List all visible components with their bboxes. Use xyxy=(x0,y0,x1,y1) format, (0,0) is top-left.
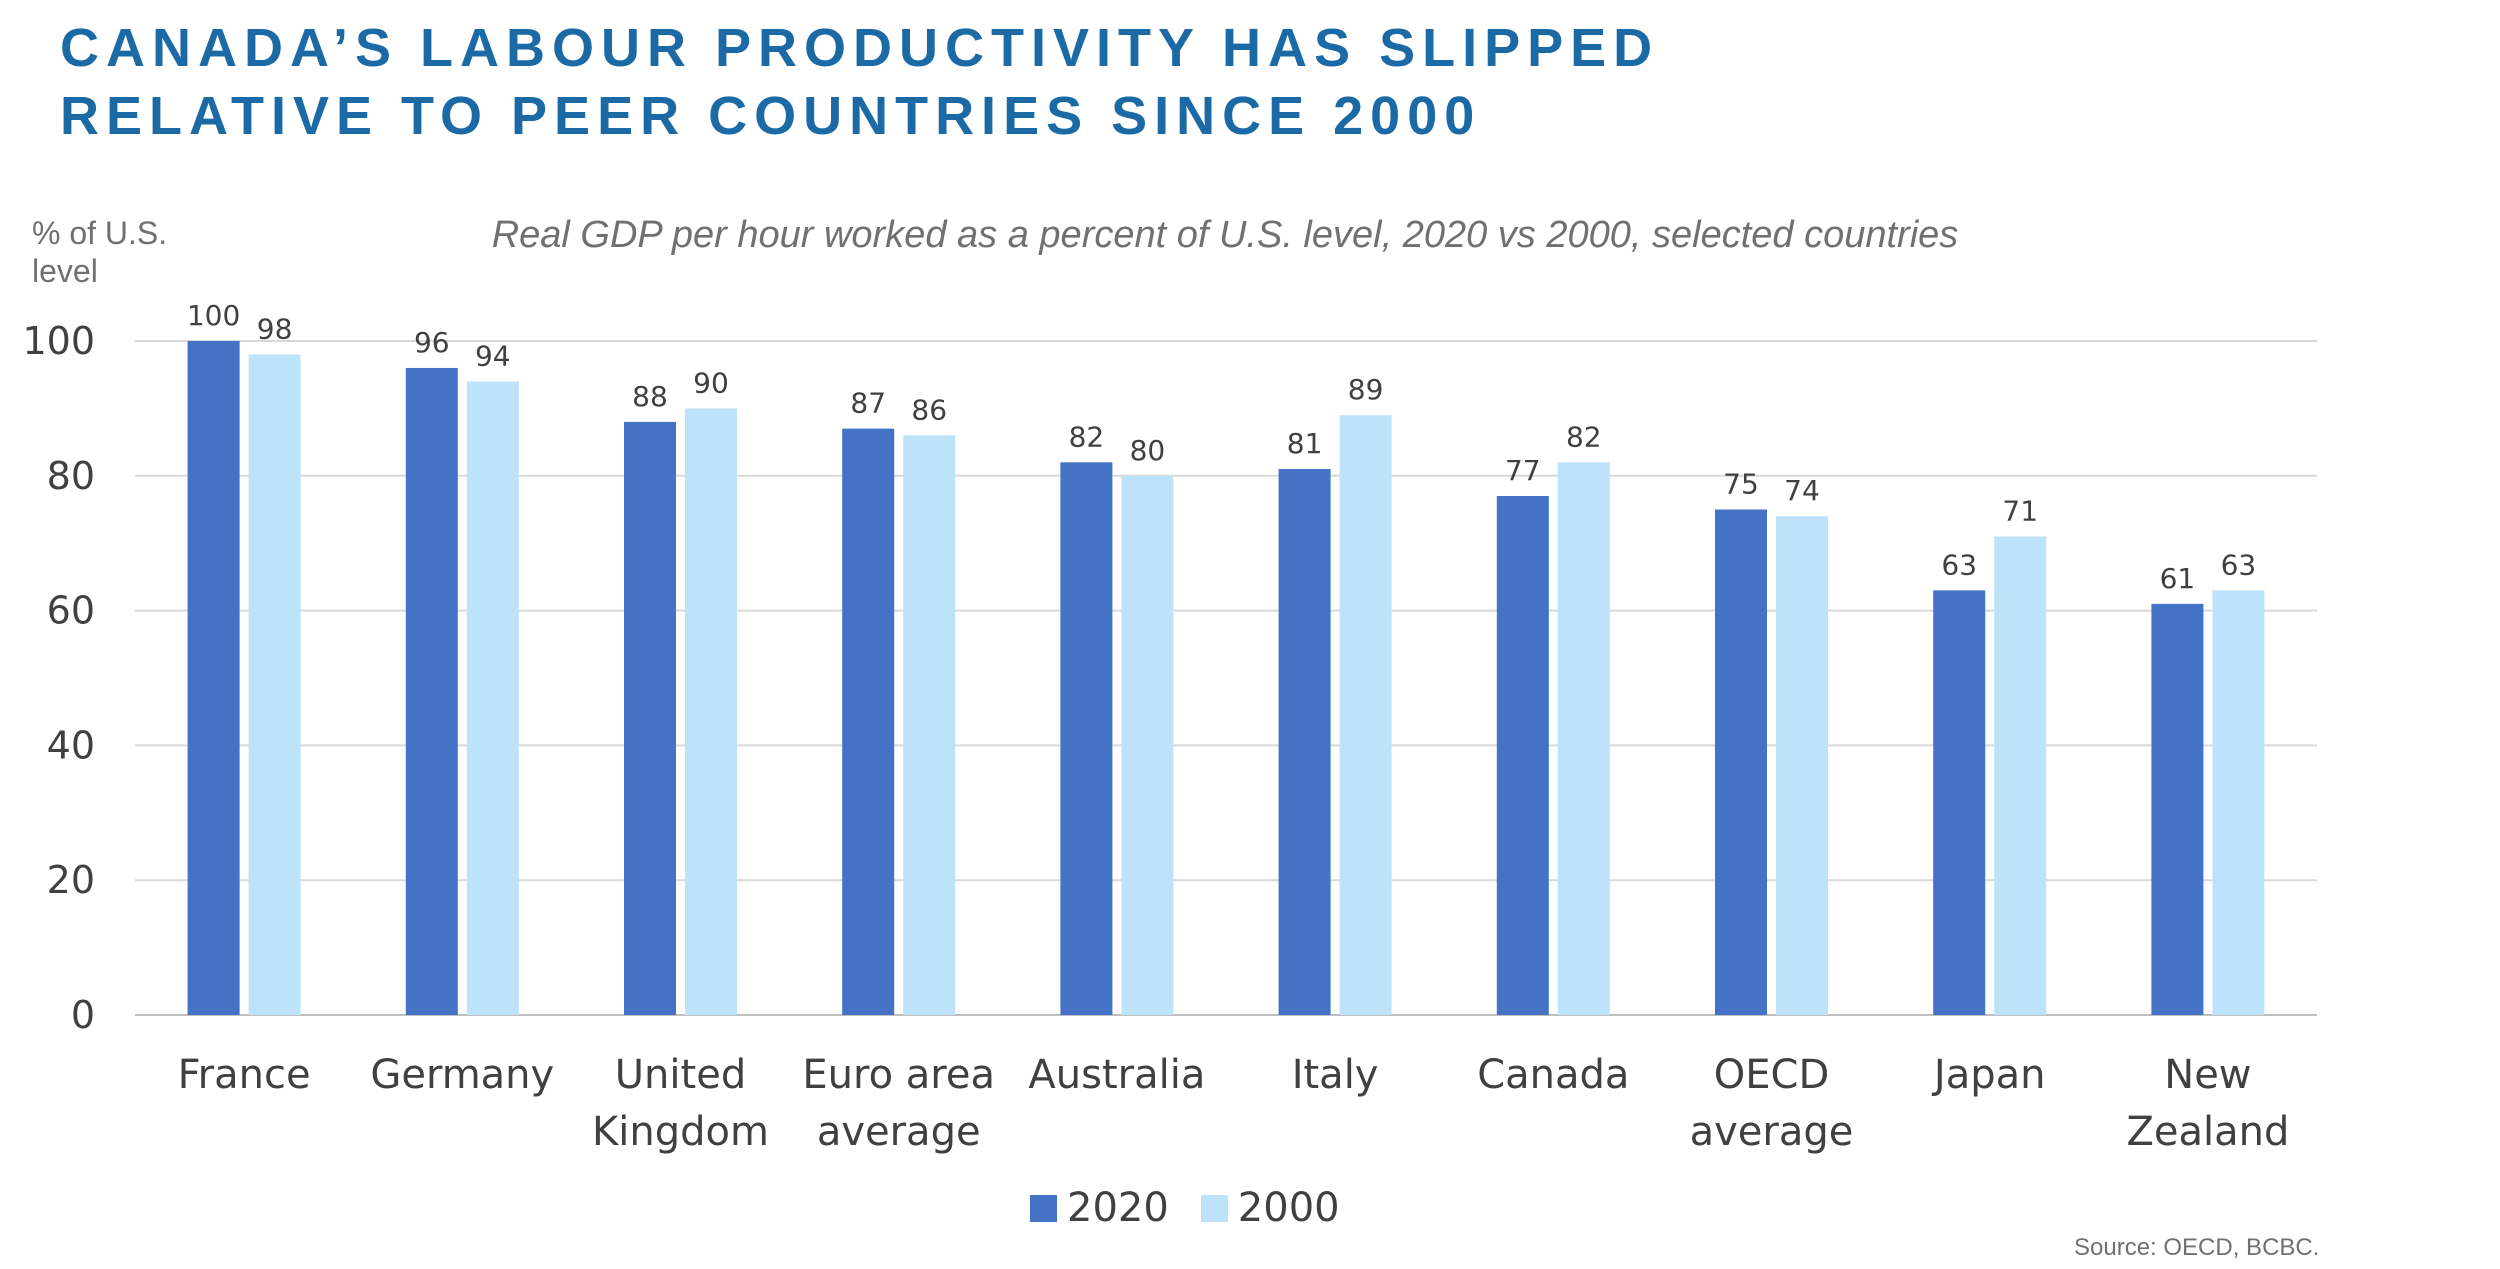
data-label-2000: 74 xyxy=(1784,474,1820,507)
data-label-2000: 94 xyxy=(475,339,511,372)
x-tick-label: Euro area xyxy=(802,1052,995,1098)
bar-2000 xyxy=(2212,590,2265,1015)
title-line-1: CANADA’S LABOUR PRODUCTIVITY HAS SLIPPED xyxy=(60,18,1660,78)
x-tick-label: Kingdom xyxy=(592,1109,769,1155)
data-label-2000: 63 xyxy=(2221,548,2257,581)
title-line-2: RELATIVE TO PEER COUNTRIES SINCE 2000 xyxy=(60,86,1482,146)
x-tick-label: OECD xyxy=(1714,1052,1830,1098)
data-label-2020: 88 xyxy=(632,380,668,413)
data-label-2020: 63 xyxy=(1941,548,1977,581)
bar-2000 xyxy=(1121,475,1174,1015)
x-tick-label: Canada xyxy=(1477,1052,1629,1098)
bar-2020 xyxy=(1278,469,1331,1015)
x-tick-label: New xyxy=(2164,1052,2251,1098)
data-label-2020: 96 xyxy=(414,326,450,359)
x-tick-label: Italy xyxy=(1292,1052,1379,1098)
data-label-2020: 87 xyxy=(850,387,886,420)
bar-2020 xyxy=(1933,590,1986,1015)
x-tick-label: average xyxy=(1690,1109,1854,1155)
y-tick-label: 20 xyxy=(47,858,95,902)
bar-2000 xyxy=(1994,536,2047,1015)
bar-2020 xyxy=(624,421,676,1015)
y-tick-label: 60 xyxy=(47,589,95,633)
data-label-2020: 100 xyxy=(187,299,240,332)
chart-subtitle: Real GDP per hour worked as a percent of… xyxy=(491,214,1959,256)
bar-2020 xyxy=(187,341,240,1015)
data-label-2000: 98 xyxy=(257,312,293,345)
bar-2020 xyxy=(842,428,895,1015)
x-tick-label: Zealand xyxy=(2126,1109,2289,1155)
chart-title: CANADA’S LABOUR PRODUCTIVITY HAS SLIPPED… xyxy=(60,14,1659,150)
legend-item-2000: 2000 xyxy=(1200,1185,1340,1231)
y-tick-label: 80 xyxy=(47,454,95,498)
data-label-2020: 61 xyxy=(2160,562,2196,595)
bar-2000 xyxy=(248,354,301,1016)
x-tick-label: Germany xyxy=(370,1052,554,1098)
data-label-2000: 80 xyxy=(1130,434,1166,467)
y-tick-label: 100 xyxy=(22,319,95,363)
data-label-2000: 86 xyxy=(911,393,947,426)
x-tick-label: Japan xyxy=(1931,1052,2046,1098)
legend-swatch-2000 xyxy=(1200,1194,1228,1222)
source-note: Source: OECD, BCBC. xyxy=(2074,1234,2320,1261)
legend-label-2000: 2000 xyxy=(1237,1185,1340,1231)
data-label-2020: 77 xyxy=(1505,454,1541,487)
data-label-2000: 82 xyxy=(1566,420,1602,453)
y-axis-label: % of U.S. level xyxy=(32,215,168,289)
bar-2000 xyxy=(1557,462,1610,1015)
data-label-2020: 82 xyxy=(1069,420,1105,453)
data-label-2000: 89 xyxy=(1348,373,1384,406)
data-label-2000: 71 xyxy=(2002,494,2038,527)
bar-2000 xyxy=(685,408,737,1015)
bar-2000 xyxy=(1339,415,1392,1015)
y-tick-label: 0 xyxy=(71,993,95,1037)
bar-2020 xyxy=(2151,603,2204,1015)
bar-2020 xyxy=(1496,496,1549,1015)
x-tick-label: France xyxy=(178,1052,311,1098)
data-label-2020: 75 xyxy=(1723,468,1759,501)
x-tick-label: average xyxy=(817,1109,981,1155)
y-tick-label: 40 xyxy=(47,723,95,767)
legend-label-2020: 2020 xyxy=(1067,1185,1169,1231)
bar-2000 xyxy=(466,381,519,1015)
legend-swatch-2020 xyxy=(1030,1194,1057,1222)
bar-2020 xyxy=(405,367,458,1016)
x-tick-label: Australia xyxy=(1028,1052,1205,1098)
legend: 2020 2000 xyxy=(1030,1185,1372,1231)
data-label-2000: 90 xyxy=(693,366,729,399)
x-tick-label: United xyxy=(615,1052,746,1098)
bar-2000 xyxy=(903,435,956,1015)
bar-2020 xyxy=(1715,509,1767,1015)
bar-2020 xyxy=(1060,462,1113,1015)
bar-2000 xyxy=(1776,516,1828,1015)
data-label-2020: 81 xyxy=(1287,427,1323,460)
legend-item-2020: 2020 xyxy=(1030,1185,1169,1231)
